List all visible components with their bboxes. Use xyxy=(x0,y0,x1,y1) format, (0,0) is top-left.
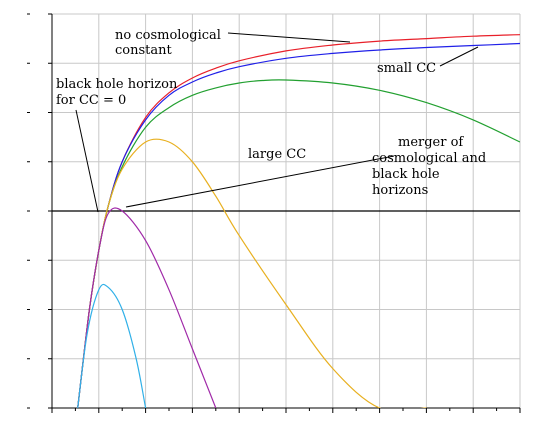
axes xyxy=(27,13,521,413)
curves xyxy=(77,34,520,408)
series-line-4 xyxy=(77,207,217,408)
series-line-1 xyxy=(77,42,520,408)
annotation-small-cc: small CC xyxy=(377,61,436,76)
pointer-no-cc xyxy=(227,32,351,43)
annotation-large-cc: large CC xyxy=(248,147,306,162)
pointer-bh-horizon xyxy=(75,109,99,213)
series-line-5 xyxy=(77,283,147,408)
annotation-merger: merger of cosmological and black hole ho… xyxy=(372,135,490,198)
pointer-small-cc xyxy=(439,46,479,67)
annotation-bh-horizon: black hole horizon for CC = 0 xyxy=(56,77,181,108)
annotation-no-cc: no cosmological constant xyxy=(115,28,225,58)
annotation-pointers xyxy=(75,32,479,213)
pointer-merger xyxy=(125,155,395,208)
